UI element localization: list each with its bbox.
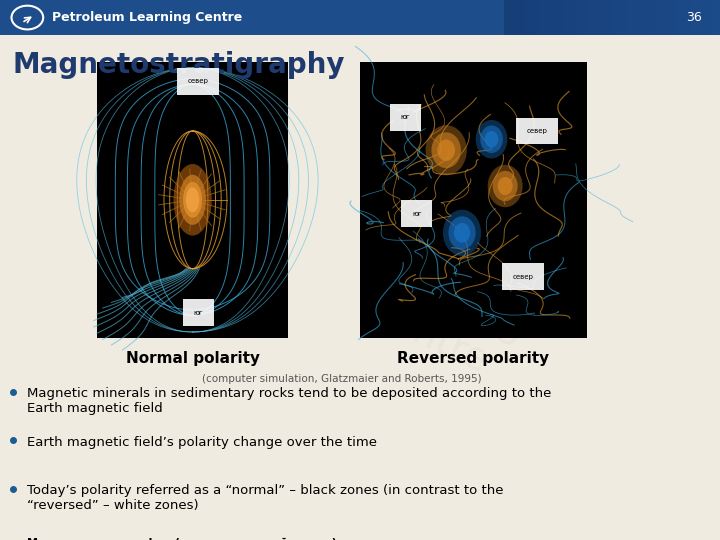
Text: 36: 36 [686,11,702,24]
Ellipse shape [443,210,481,256]
Bar [569,0,576,35]
Ellipse shape [449,217,476,249]
Text: север: север [513,274,534,280]
Bar [576,0,583,35]
Ellipse shape [431,132,461,168]
Ellipse shape [174,164,212,235]
Text: Reversed polarity: Reversed polarity [397,351,549,366]
Text: Magnetic minerals in sedimentary rocks tend to be deposited according to the
Ear: Magnetic minerals in sedimentary rocks t… [27,387,552,415]
Bar [504,0,511,35]
Ellipse shape [454,223,470,243]
Bar [713,0,720,35]
Bar [562,0,569,35]
Bar [634,0,641,35]
Bar [677,0,684,35]
Text: •: • [9,538,17,540]
Ellipse shape [476,120,508,159]
Bar [698,0,706,35]
Ellipse shape [498,177,513,195]
Bar [605,0,612,35]
Bar [619,0,626,35]
Text: юг: юг [194,310,203,316]
Text: север: север [526,128,547,134]
Bar [706,0,713,35]
Text: Today’s polarity referred as a “normal” – black zones (in contrast to the
“rever: Today’s polarity referred as a “normal” … [27,484,504,512]
Text: Earth magnetic field’s polarity change over the time: Earth magnetic field’s polarity change o… [27,436,377,449]
Ellipse shape [485,131,498,147]
Bar [360,62,587,338]
Ellipse shape [426,125,467,176]
Bar [612,0,619,35]
Bar [533,0,540,35]
Bar [684,0,691,35]
Bar [554,0,562,35]
Text: — наука, изучающая расчленение: — наука, изучающая расчленение [153,538,359,540]
Bar [590,0,598,35]
Bar [670,0,677,35]
Bar [691,0,698,35]
Bar [655,0,662,35]
Text: (computer simulation, Glatzmaier and Roberts, 1995): (computer simulation, Glatzmaier and Rob… [202,374,482,384]
Bar [540,0,547,35]
Text: Petroleum Learning Centre: Petroleum Learning Centre [52,11,242,24]
Bar [641,0,648,35]
Bar [626,0,634,35]
Ellipse shape [480,125,503,153]
Ellipse shape [487,165,523,207]
Ellipse shape [437,139,455,161]
Text: Magnetostratigraphy: Magnetostratigraphy [13,51,346,79]
Bar [598,0,605,35]
Text: юг: юг [412,211,421,217]
Text: Магнитостратиграфия (палеомагнитный метод): Магнитостратиграфия (палеомагнитный мето… [27,538,337,540]
Text: юг: юг [400,114,410,120]
Bar [526,0,533,35]
Ellipse shape [179,175,206,225]
Bar [583,0,590,35]
Text: север: север [188,78,209,84]
Text: Petroleum
Learning
Centre: Petroleum Learning Centre [330,198,562,396]
Bar [0,0,720,35]
Bar [97,62,288,338]
Bar [518,0,526,35]
Ellipse shape [186,187,199,212]
Ellipse shape [183,182,202,218]
Bar [648,0,655,35]
Ellipse shape [492,171,518,201]
Bar [547,0,554,35]
Text: Normal polarity: Normal polarity [125,351,260,366]
Bar [662,0,670,35]
Bar [511,0,518,35]
